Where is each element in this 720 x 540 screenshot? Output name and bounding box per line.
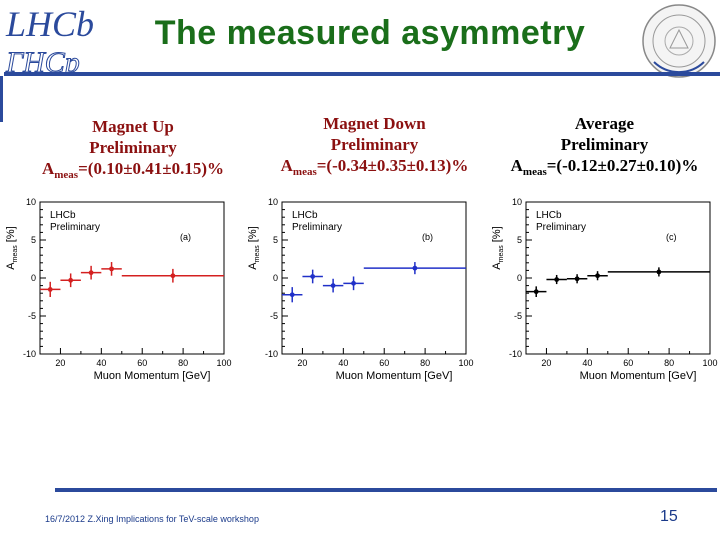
y-tick-label: -5 bbox=[270, 311, 278, 321]
y-tick-label: 10 bbox=[512, 197, 522, 207]
y-axis-label: Ameas [%] bbox=[491, 226, 505, 269]
y-tick-label: 5 bbox=[273, 235, 278, 245]
caption-asymmetry: Ameas=(-0.12±0.27±0.10)% bbox=[492, 155, 717, 183]
asymmetry-plot-magnet-up: -10 -5 0 5 10 20 40 60 80 100 Muon Momentum [GeV] A… bbox=[5, 197, 232, 382]
caption-asymmetry: Ameas=(0.10±0.41±0.15)% bbox=[28, 158, 238, 186]
preliminary-label: Preliminary bbox=[50, 222, 100, 233]
a-symbol: A bbox=[510, 156, 523, 175]
data-point bbox=[170, 273, 176, 279]
x-axis-label: Muon Momentum [GeV] bbox=[580, 370, 697, 382]
a-value: =(-0.34±0.35±0.13)% bbox=[316, 156, 469, 175]
panel-tag: (b) bbox=[422, 232, 433, 242]
caption-preliminary: Preliminary bbox=[89, 138, 177, 157]
y-tick-label: -5 bbox=[28, 311, 36, 321]
caption-preliminary: Preliminary bbox=[330, 135, 419, 154]
a-symbol: A bbox=[280, 156, 293, 175]
a-subscript: meas bbox=[522, 166, 547, 178]
data-point bbox=[47, 287, 53, 292]
a-subscript: meas bbox=[292, 166, 317, 178]
y-tick-label: -5 bbox=[514, 311, 522, 321]
header-divider bbox=[4, 72, 720, 76]
panel-tag: (a) bbox=[180, 232, 191, 242]
a-subscript: meas bbox=[54, 169, 79, 181]
caption-title: Average bbox=[574, 114, 635, 133]
university-seal-icon bbox=[642, 4, 716, 78]
x-tick-label: 20 bbox=[55, 358, 65, 368]
y-tick-label: 5 bbox=[517, 235, 522, 245]
data-point bbox=[351, 280, 356, 286]
y-tick-label: 5 bbox=[31, 235, 36, 245]
asymmetry-plot-average: -10 -5 0 5 10 20 40 60 80 100 Muon Momentum [GeV] A… bbox=[491, 197, 718, 382]
lhcb-label: LHCb bbox=[536, 210, 562, 221]
caption-preliminary: Preliminary bbox=[560, 135, 649, 154]
logo-text-mirror: ГНСр bbox=[5, 46, 80, 74]
left-accent-bar bbox=[0, 76, 3, 122]
x-tick-label: 40 bbox=[338, 358, 348, 368]
data-point bbox=[595, 273, 600, 279]
y-tick-label: 0 bbox=[31, 273, 36, 283]
footer-text: 16/7/2012 Z.Xing Implications for TeV-sc… bbox=[45, 514, 259, 524]
y-axis-label: Ameas [%] bbox=[247, 226, 261, 269]
data-point bbox=[412, 265, 418, 271]
data-point bbox=[554, 277, 560, 282]
x-tick-label: 100 bbox=[458, 358, 473, 368]
data-point bbox=[574, 276, 580, 282]
a-value: =(0.10±0.41±0.15)% bbox=[78, 159, 225, 178]
data-point bbox=[330, 283, 336, 288]
x-tick-label: 80 bbox=[178, 358, 188, 368]
x-tick-label: 20 bbox=[297, 358, 307, 368]
x-tick-label: 100 bbox=[216, 358, 231, 368]
y-tick-label: 10 bbox=[268, 197, 278, 207]
data-point bbox=[109, 266, 114, 272]
data-point bbox=[289, 292, 295, 298]
data-point bbox=[68, 277, 74, 283]
asymmetry-plot-magnet-down: -10 -5 0 5 10 20 40 60 80 100 Muon Momentum [GeV] A… bbox=[247, 197, 474, 382]
y-axis-label: Ameas [%] bbox=[5, 226, 19, 269]
data-point bbox=[656, 269, 662, 275]
footer-divider bbox=[55, 488, 717, 492]
x-tick-label: 60 bbox=[379, 358, 389, 368]
x-tick-label: 80 bbox=[664, 358, 674, 368]
panel-tag: (c) bbox=[666, 232, 677, 242]
preliminary-label: Preliminary bbox=[292, 222, 342, 233]
caption-average: Average Preliminary Ameas=(-0.12±0.27±0.… bbox=[492, 113, 717, 183]
caption-magnet-down: Magnet Down Preliminary Ameas=(-0.34±0.3… bbox=[262, 113, 487, 183]
caption-title: Magnet Down bbox=[323, 114, 426, 133]
x-tick-label: 60 bbox=[137, 358, 147, 368]
caption-magnet-up: Magnet Up Preliminary Ameas=(0.10±0.41±0… bbox=[28, 116, 238, 186]
lhcb-label: LHCb bbox=[50, 210, 76, 221]
x-axis-label: Muon Momentum [GeV] bbox=[94, 370, 211, 382]
page-number: 15 bbox=[660, 508, 678, 525]
a-value: =(-0.12±0.27±0.10)% bbox=[546, 156, 699, 175]
caption-title: Magnet Up bbox=[92, 117, 174, 136]
caption-asymmetry: Ameas=(-0.34±0.35±0.13)% bbox=[262, 155, 487, 183]
data-point bbox=[533, 289, 539, 295]
a-symbol: A bbox=[41, 159, 55, 178]
lhcb-logo: LHCb ГНСр bbox=[5, 4, 95, 74]
x-tick-label: 20 bbox=[541, 358, 551, 368]
y-tick-label: 0 bbox=[273, 273, 278, 283]
lhcb-label: LHCb bbox=[292, 210, 318, 221]
y-tick-label: -10 bbox=[23, 349, 36, 359]
x-tick-label: 40 bbox=[582, 358, 592, 368]
x-axis-label: Muon Momentum [GeV] bbox=[336, 370, 453, 382]
x-tick-label: 60 bbox=[623, 358, 633, 368]
y-tick-label: -10 bbox=[265, 349, 278, 359]
page-title: The measured asymmetry bbox=[154, 14, 586, 52]
y-tick-label: -10 bbox=[509, 349, 522, 359]
y-tick-label: 0 bbox=[517, 273, 522, 283]
preliminary-label: Preliminary bbox=[536, 222, 586, 233]
y-tick-label: 10 bbox=[26, 197, 36, 207]
data-point bbox=[310, 274, 316, 279]
x-tick-label: 80 bbox=[420, 358, 430, 368]
x-tick-label: 40 bbox=[96, 358, 106, 368]
logo-text-top: LHCb bbox=[5, 4, 94, 44]
data-point bbox=[88, 270, 94, 276]
x-tick-label: 100 bbox=[702, 358, 717, 368]
